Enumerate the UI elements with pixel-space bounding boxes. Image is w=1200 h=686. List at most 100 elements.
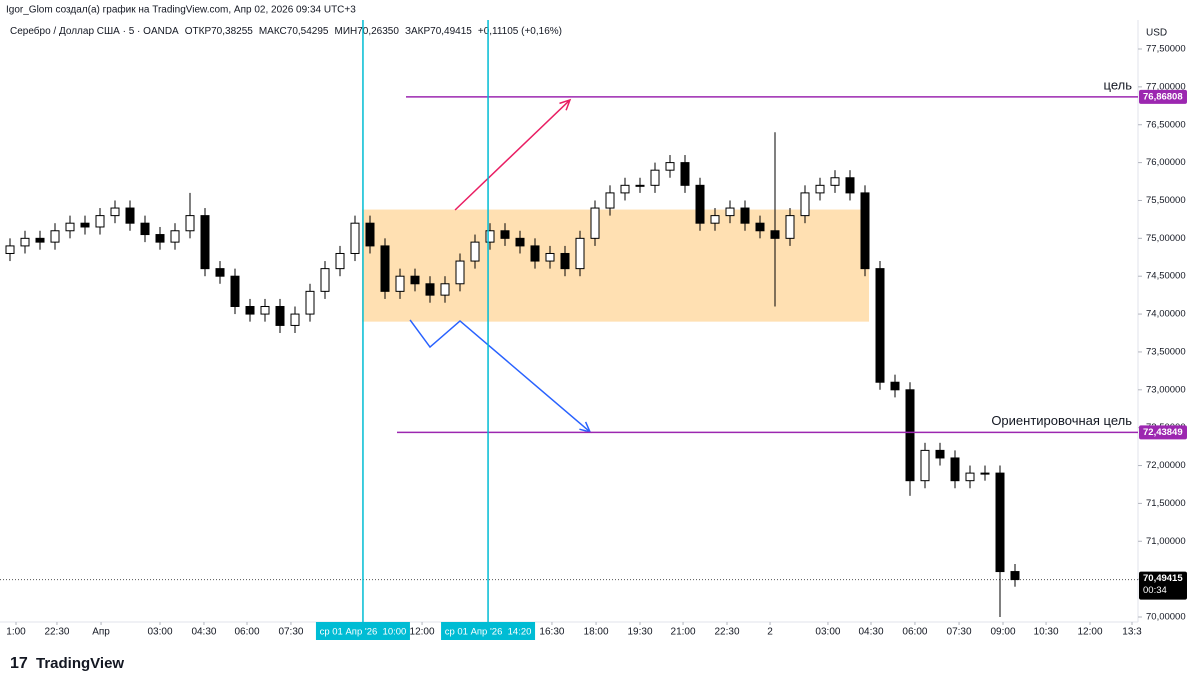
x-tick-label: 22:30 (714, 627, 739, 638)
candle-body (245, 305, 255, 315)
candle-body (695, 184, 705, 224)
candle-body (35, 237, 45, 243)
level-price-box (1139, 89, 1187, 104)
y-tick-label: 75,50000 (1146, 195, 1186, 206)
candle-body (770, 230, 780, 239)
candle-body (365, 222, 375, 247)
x-tick-label: 12:00 (1077, 627, 1102, 638)
candle-body (725, 207, 735, 217)
candle-body (425, 283, 435, 296)
candle-body (470, 241, 480, 262)
candle-body (230, 275, 240, 307)
candle-body (200, 215, 210, 270)
candle-body (305, 290, 315, 315)
candle-body (920, 449, 930, 482)
x-tick-label: 04:30 (858, 627, 883, 638)
currency: USD (1146, 28, 1167, 39)
candle-body (680, 162, 690, 186)
legend-value: МАКС70,54295 (259, 26, 329, 37)
countdown: 00:34 (1143, 585, 1167, 596)
candle-body (275, 305, 285, 326)
x-tick-label: 10:30 (1034, 627, 1059, 638)
candle-body (890, 381, 900, 391)
legend-value: МИН70,26350 (334, 26, 399, 37)
y-tick-label: 76,50000 (1146, 119, 1186, 130)
level-price: 76,86808 (1143, 91, 1183, 102)
candle-body (260, 305, 270, 315)
candle-body (455, 260, 465, 285)
y-tick-label: 76,00000 (1146, 157, 1186, 168)
arrow-head (559, 98, 572, 111)
x-tick-label: 09:00 (990, 627, 1015, 638)
candle-body (710, 215, 720, 224)
candle-body (995, 472, 1005, 573)
candle-body (935, 449, 945, 459)
candle-body (125, 207, 135, 224)
candle-body (1010, 571, 1020, 581)
y-tick-label: 71,50000 (1146, 498, 1186, 509)
header: Igor_Glom создал(а) график на TradingVie… (6, 4, 356, 16)
marker-label-box (441, 622, 536, 640)
x-tick-label: 18:00 (584, 627, 609, 638)
zone (362, 209, 870, 322)
candle-body (740, 207, 750, 224)
candle-body (635, 184, 645, 187)
legend-title: Серебро / Доллар США · 5 · OANDA (10, 25, 179, 37)
candle-body (575, 237, 585, 270)
y-tick-label: 74,50000 (1146, 271, 1186, 282)
candle-body (755, 222, 765, 232)
level-price-box (1139, 425, 1187, 440)
x-tick-label: 2 (767, 627, 773, 638)
x-tick-label: 07:30 (278, 627, 303, 638)
y-tick-label: 75,00000 (1146, 233, 1186, 244)
logo: 17 TradingView (10, 655, 124, 672)
y-tick-label: 71,00000 (1146, 536, 1186, 547)
x-tick-label: 06:00 (234, 627, 259, 638)
last-price-box (1139, 571, 1187, 600)
x-tick-label: 12:00 (410, 627, 435, 638)
candle-body (395, 275, 405, 292)
candle-body (350, 222, 360, 254)
x-tick-label: 1:00 (6, 627, 26, 638)
candle-body (515, 237, 525, 247)
candle-body (320, 268, 330, 292)
legend-value: ОТКР70,38255 (185, 26, 254, 37)
candle-body (335, 252, 345, 270)
x-tick-label: 13:3 (1122, 627, 1142, 638)
candle-body (665, 162, 675, 171)
candle-body (560, 252, 570, 270)
x-tick-label: 03:00 (147, 627, 172, 638)
candle-body (290, 313, 300, 326)
candle-body (905, 389, 915, 482)
trend-arrow (409, 319, 591, 433)
candle-body (875, 268, 885, 383)
candle-body (800, 192, 810, 217)
candle-body (440, 283, 450, 296)
x-tick-label: 19:30 (627, 627, 652, 638)
candle-body (830, 177, 840, 186)
marker-label-box (315, 622, 410, 640)
level-price: 72,43849 (1143, 427, 1183, 438)
y-tick-label: 70,00000 (1146, 612, 1186, 623)
legend-value: ЗАКР70,49415 (405, 26, 472, 37)
candle-body (530, 245, 540, 262)
candle-body (950, 457, 960, 482)
y-tick-label: 72,00000 (1146, 460, 1186, 471)
candle-body (110, 207, 120, 217)
candle-body (185, 215, 195, 232)
level-name: цель (1104, 77, 1133, 92)
candle-body (815, 184, 825, 194)
candle-body (785, 215, 795, 239)
y-tick-label: 77,50000 (1146, 44, 1186, 55)
candle-body (605, 192, 615, 209)
candle-body (590, 207, 600, 239)
candle-body (620, 184, 630, 194)
x-tick-label: 03:00 (815, 627, 840, 638)
candle-body (650, 169, 660, 186)
level-name: Ориентировочная цель (991, 413, 1132, 428)
candle-body (65, 222, 75, 232)
candle-body (500, 230, 510, 239)
